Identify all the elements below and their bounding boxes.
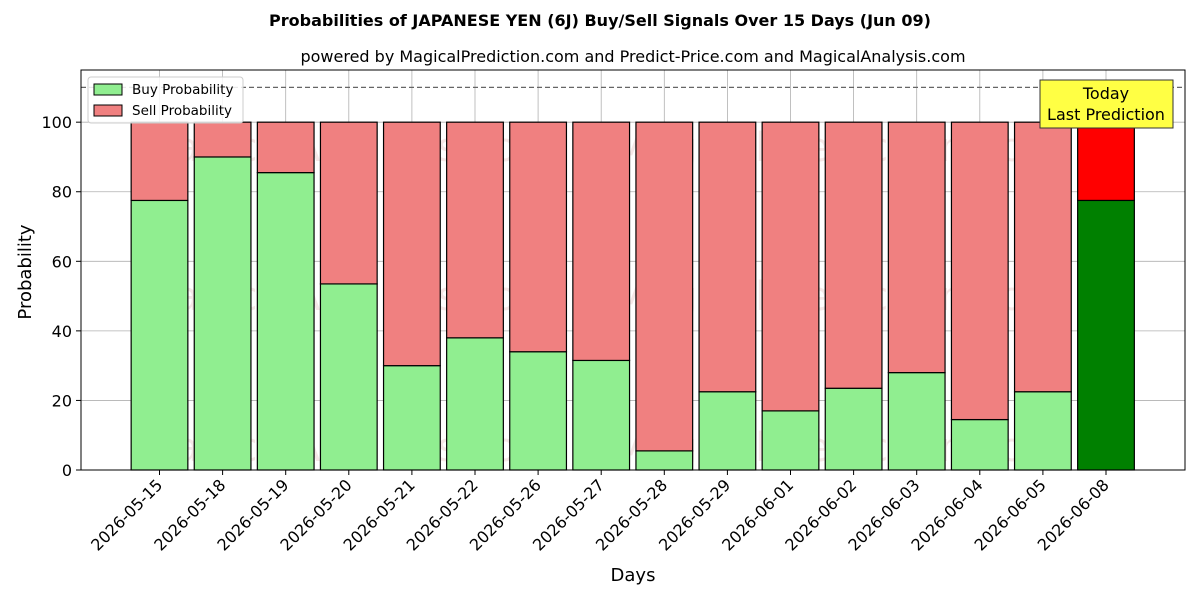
plot-frame: [80, 69, 1186, 471]
buy-bar: [572, 359, 631, 471]
buy-bar: [950, 418, 1009, 471]
legend-box: [87, 76, 244, 124]
y-tick-label: 100: [41, 113, 72, 132]
chart-title: Probabilities of JAPANESE YEN (6J) Buy/S…: [269, 11, 931, 30]
chart-subtitle: powered by MagicalPrediction.com and Pre…: [300, 47, 965, 66]
buy-bar: [1013, 391, 1072, 471]
buy-bar: [256, 172, 315, 471]
sell-bar: [635, 121, 694, 452]
y-tick-label: 20: [52, 391, 72, 410]
sell-bar: [824, 121, 883, 389]
buy-bar: [446, 337, 504, 471]
sell-bar: [950, 121, 1009, 421]
y-tick-label: 0: [62, 461, 72, 480]
sell-bar: [382, 121, 441, 367]
legend-swatch: [93, 83, 123, 96]
buy-bar: [509, 351, 568, 471]
sell-bar: [887, 121, 946, 374]
sell-bar: [256, 121, 315, 174]
y-tick-label: 80: [52, 183, 72, 202]
sell-bar: [1013, 121, 1072, 393]
buy-bar: [635, 450, 694, 471]
sell-bar: [698, 121, 757, 393]
legend-swatch: [93, 104, 123, 117]
buy-bar: [1077, 199, 1135, 471]
plot-area: MagicalAnalysis.comMagicalPrediction.com…: [41, 69, 1186, 555]
buy-bar: [824, 387, 883, 471]
y-tick-label: 60: [52, 252, 72, 271]
x-axis-label: Days: [611, 565, 656, 586]
sell-bar: [130, 121, 189, 202]
sell-bar: [572, 121, 631, 362]
buy-bar: [130, 199, 189, 471]
y-tick-label: 40: [52, 322, 72, 341]
buy-bar: [319, 283, 378, 471]
buy-bar: [698, 391, 757, 471]
legend-label: Sell Probability: [132, 103, 232, 119]
sell-bar: [1077, 121, 1135, 202]
sell-bar: [446, 121, 504, 339]
buy-bar: [887, 372, 946, 471]
sell-bar: [509, 121, 568, 353]
annotation-line-2: Last Prediction: [1047, 105, 1165, 124]
buy-bar: [382, 365, 441, 471]
legend-label: Buy Probability: [132, 82, 233, 98]
buy-bar: [193, 156, 252, 471]
annotation-line-1: Today: [1082, 84, 1129, 103]
sell-bar: [761, 121, 820, 412]
sell-bar: [193, 121, 252, 158]
y-axis-label: Probability: [15, 224, 36, 319]
annotation-box: [1039, 79, 1174, 129]
buy-bar: [761, 410, 820, 471]
sell-bar: [319, 121, 378, 285]
